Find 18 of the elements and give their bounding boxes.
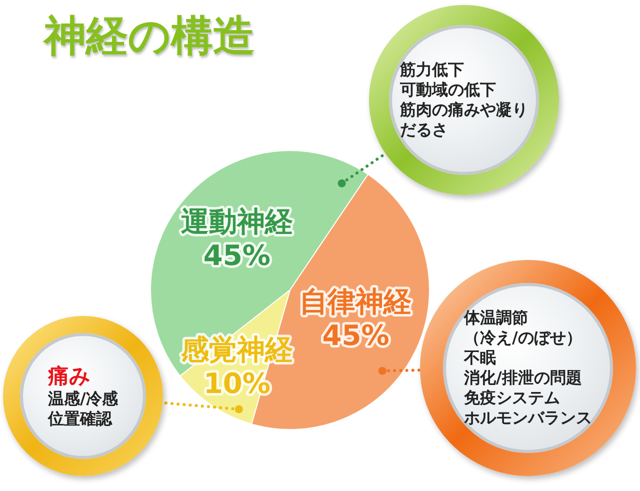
text: 筋肉の痛みや凝り <box>400 100 528 120</box>
text: ホルモンバランス <box>464 408 592 428</box>
text: 痛み <box>48 363 92 389</box>
text: 温感/冷感 <box>48 389 118 409</box>
data-label: 45% <box>322 318 390 352</box>
text: 免疫システム <box>464 388 561 408</box>
data-label: 45% <box>203 238 270 272</box>
text: 位置確認 <box>48 409 114 429</box>
text: 不眠 <box>464 348 497 368</box>
text: （冷え/のぼせ） <box>464 328 583 348</box>
text: 消化/排泄の問題 <box>464 368 583 388</box>
text: だるさ <box>400 120 449 140</box>
text: 筋力低下 <box>400 60 465 80</box>
chart-title: 神経の構造 <box>44 10 255 62</box>
slice-label: 運動神経 <box>180 204 293 238</box>
text: 可動域の低下 <box>400 80 497 100</box>
slice-label: 自律神経 <box>300 284 412 318</box>
text: 体温調節 <box>464 308 529 328</box>
